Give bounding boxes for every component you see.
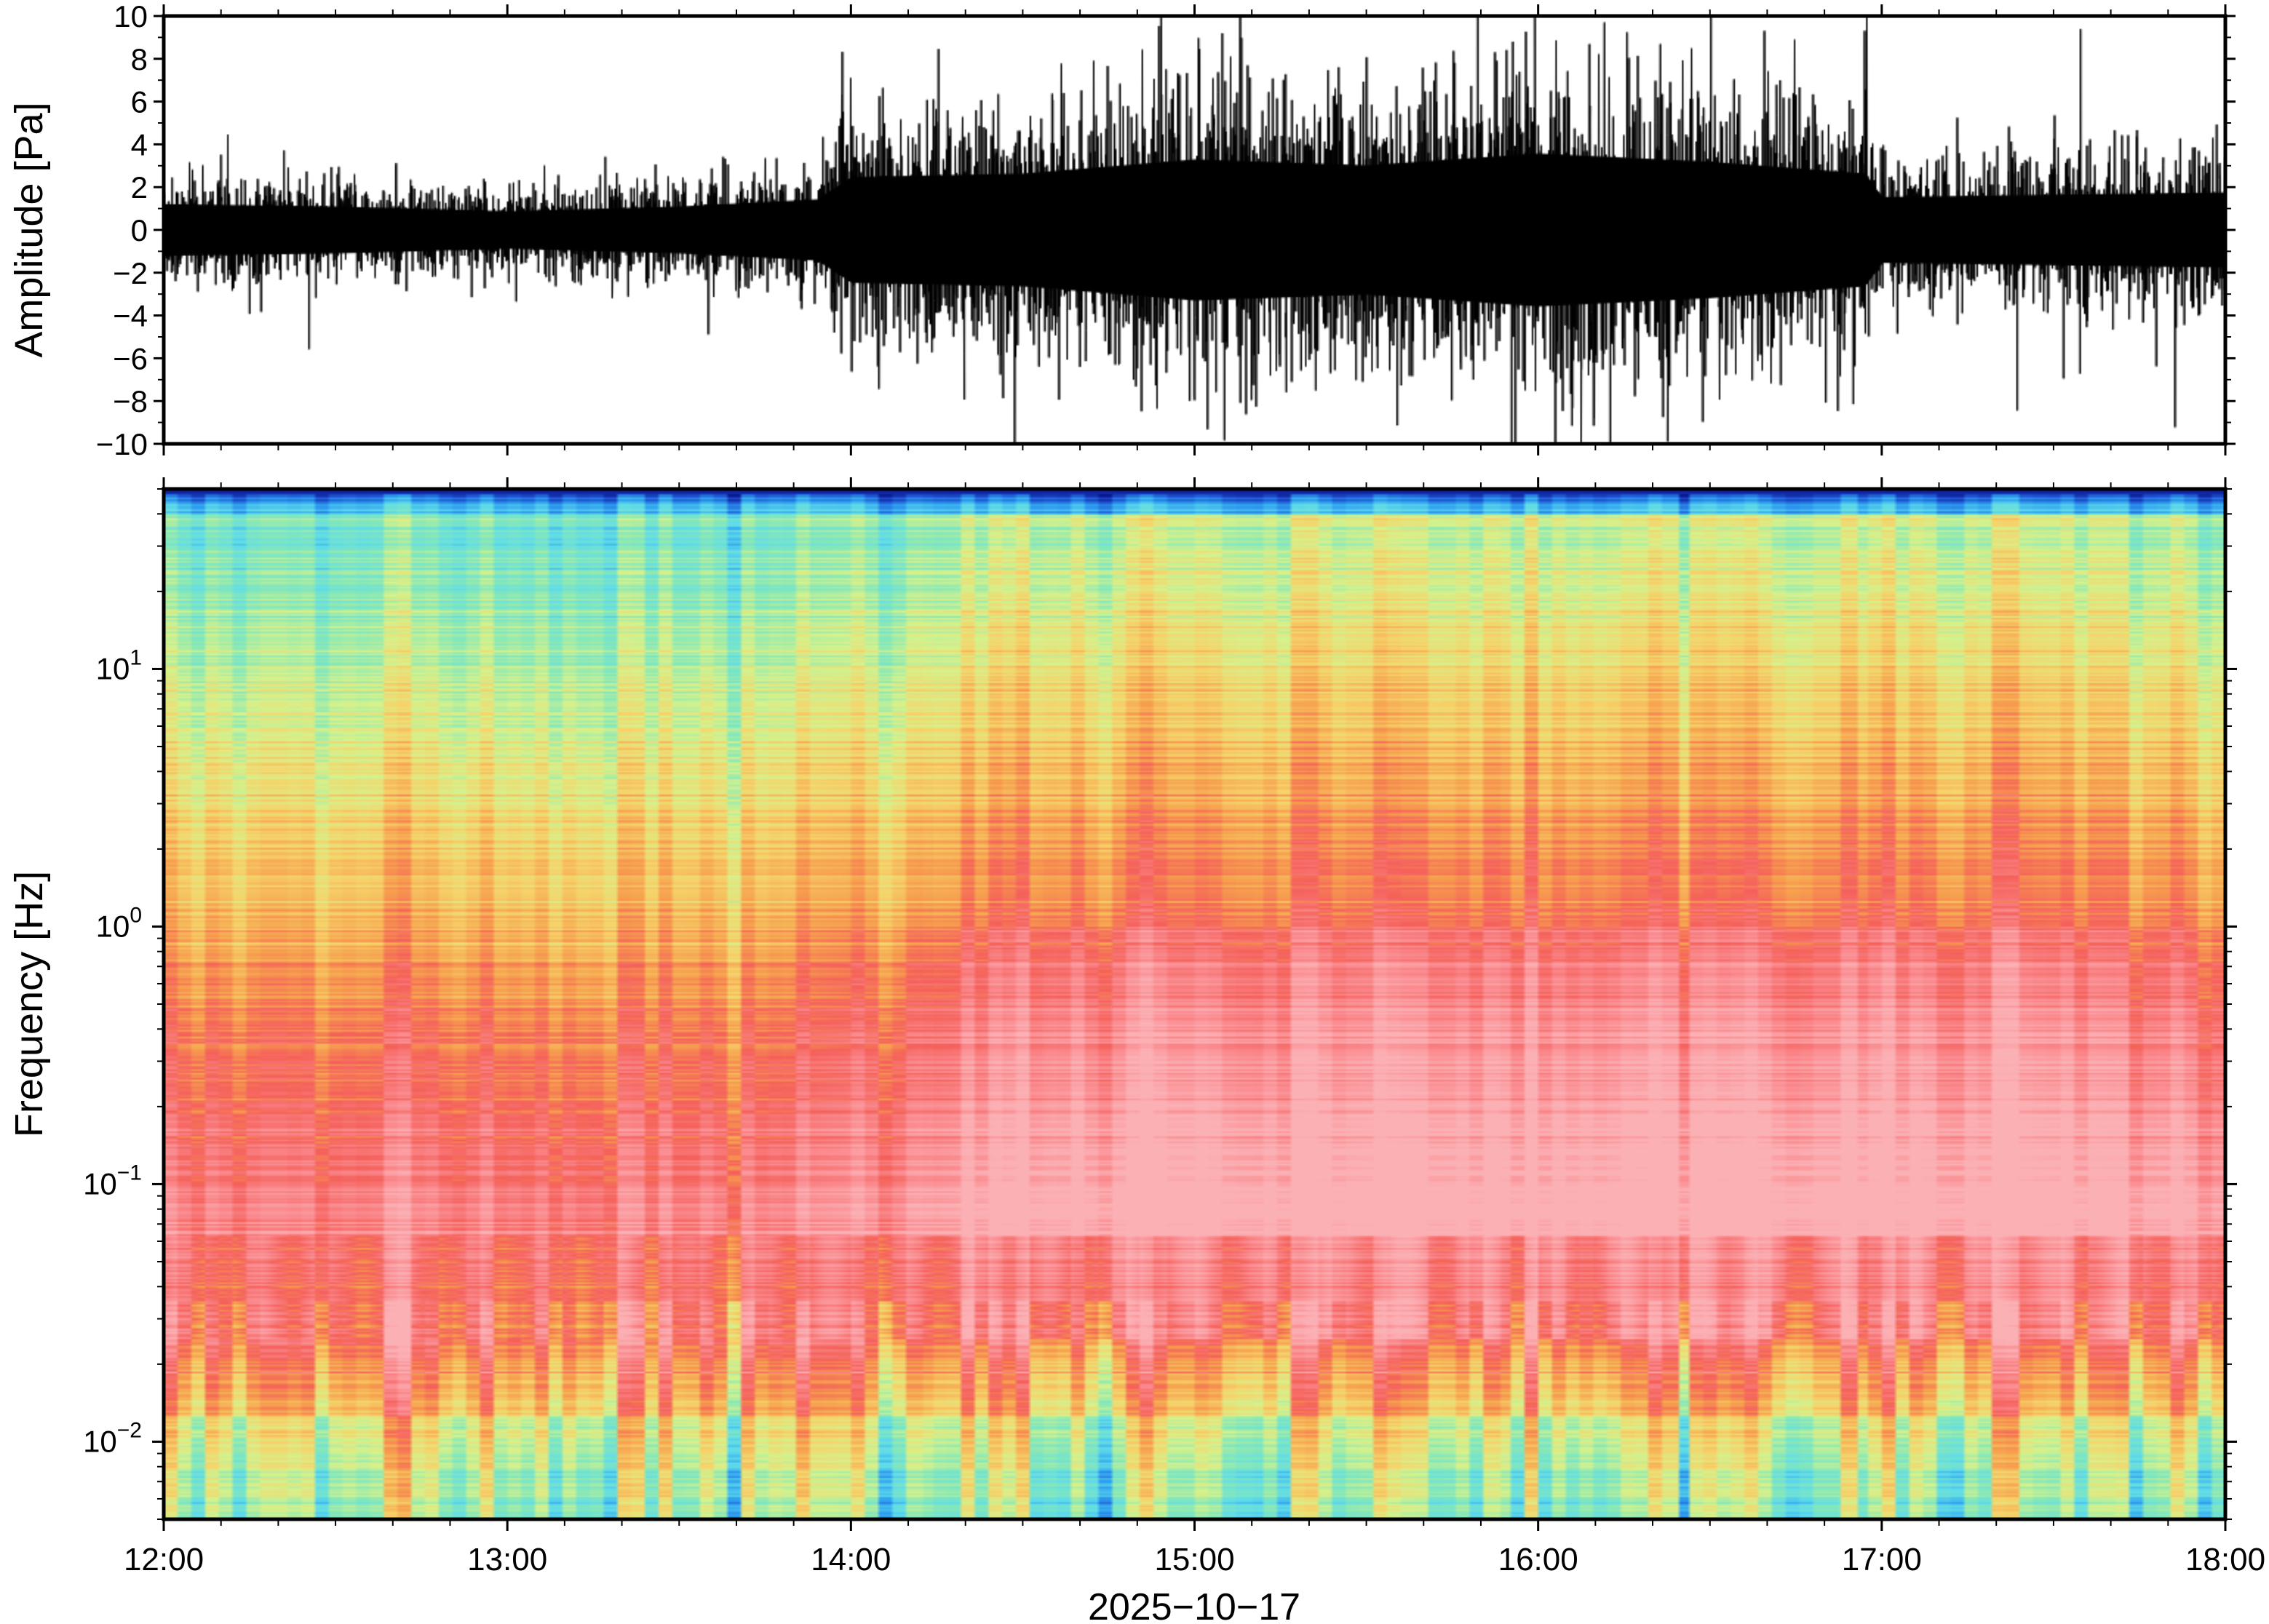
frequency-tick-label: 101 [96,645,142,685]
amplitude-tick-label: −4 [113,299,148,333]
amplitude-tick-label: −10 [96,427,148,461]
amplitude-tick-label: 2 [131,170,148,204]
time-tick-label: 14:00 [811,1542,891,1577]
time-tick-label: 12:00 [124,1542,204,1577]
amplitude-frame [162,14,2228,446]
amplitude-tick-label: 4 [131,127,148,162]
amplitude-tick-label: 6 [131,85,148,119]
amplitude-tick-label: 0 [131,213,148,247]
frequency-axes: 10−2 10−1 100 101 [83,487,2237,1521]
time-tick-label: 15:00 [1154,1542,1234,1577]
amplitude-tick-label: −8 [113,384,148,418]
waveform-trace [164,16,2225,444]
frequency-tick-label: 10−2 [83,1418,142,1458]
amplitude-axes: −10 −8 −6 −4 −2 0 2 4 6 8 10 [96,0,2236,461]
amplitude-tick-label: −2 [113,256,148,290]
date-label: 2025−10−17 [1088,1586,1300,1624]
amplitude-tick-label: 8 [131,42,148,76]
time-axis: 12:00 13:00 14:00 15:00 16:00 17:00 18:00 [124,4,2265,1577]
frequency-tick-label: 10−1 [83,1161,142,1201]
time-tick-label: 18:00 [2185,1542,2265,1577]
time-tick-label: 16:00 [1498,1542,1578,1577]
amplitude-tick-label: −6 [113,341,148,375]
amplitude-tick-label: 10 [114,0,148,33]
spectrogram-heatmap [164,489,2225,1519]
frequency-tick-label: 100 [96,903,142,943]
amplitude-axis-label: Amplitude [Pa] [7,102,51,357]
time-tick-label: 17:00 [1842,1542,1922,1577]
time-tick-label: 13:00 [467,1542,547,1577]
spectrogram-frame [162,487,2228,1521]
frequency-axis-label: Frequency [Hz] [7,871,51,1137]
